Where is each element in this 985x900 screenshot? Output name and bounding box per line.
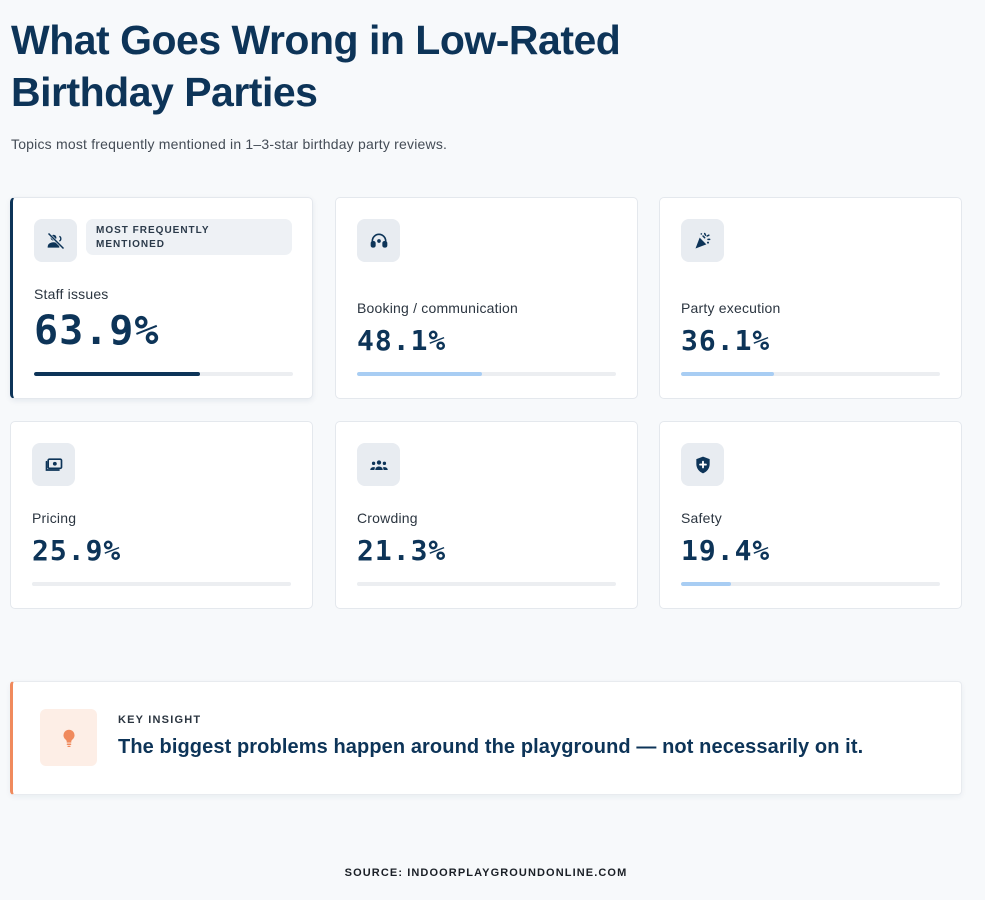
insight-label: KEY INSIGHT — [118, 714, 202, 726]
page-title: What Goes Wrong in Low-Rated Birthday Pa… — [11, 17, 621, 115]
stat-card-safety: Safety 19.4% — [659, 421, 962, 609]
stat-label: Booking / communication — [357, 300, 519, 316]
stat-card-pricing: Pricing 25.9% — [10, 421, 313, 609]
progress-track — [357, 582, 616, 586]
stat-value: 63.9% — [34, 308, 160, 354]
stat-value: 21.3% — [357, 534, 447, 567]
lightbulb-icon — [40, 709, 97, 766]
stat-card-booking: Booking / communication 48.1% — [335, 197, 638, 399]
progress-track — [32, 582, 291, 586]
stat-card-crowding: Crowding 21.3% — [335, 421, 638, 609]
stat-value: 36.1% — [681, 324, 771, 357]
stat-value: 48.1% — [357, 324, 447, 357]
headset-icon — [357, 219, 400, 262]
stat-card-party-execution: Party execution 36.1% — [659, 197, 962, 399]
stat-card-staff-issues: MOST FREQUENTLY MENTIONED Staff issues 6… — [10, 197, 313, 399]
source-credit: SOURCE: INDOORPLAYGROUNDONLINE.COM — [344, 867, 628, 879]
stat-label: Crowding — [357, 510, 418, 526]
progress-fill — [34, 372, 200, 376]
staff-off-icon — [34, 219, 77, 262]
stat-label: Pricing — [32, 510, 77, 526]
stat-value: 19.4% — [681, 534, 771, 567]
progress-fill — [357, 582, 413, 586]
progress-fill — [681, 582, 732, 586]
stat-value: 25.9% — [32, 534, 122, 567]
stat-label: Safety — [681, 510, 722, 526]
group-icon — [357, 443, 400, 486]
insight-text: The biggest problems happen around the p… — [118, 736, 864, 758]
key-insight-card: KEY INSIGHT The biggest problems happen … — [10, 681, 962, 795]
progress-track — [34, 372, 293, 376]
progress-track — [681, 372, 940, 376]
party-popper-icon — [681, 219, 724, 262]
most-frequent-badge: MOST FREQUENTLY MENTIONED — [86, 219, 292, 255]
progress-fill — [681, 372, 775, 376]
progress-fill — [32, 582, 100, 586]
shield-icon — [681, 443, 724, 486]
progress-fill — [357, 372, 482, 376]
page-subtitle: Topics most frequently mentioned in 1–3-… — [11, 136, 448, 152]
progress-track — [681, 582, 940, 586]
stat-label: Party execution — [681, 300, 781, 316]
money-icon — [32, 443, 75, 486]
stat-label: Staff issues — [34, 286, 109, 302]
progress-track — [357, 372, 616, 376]
